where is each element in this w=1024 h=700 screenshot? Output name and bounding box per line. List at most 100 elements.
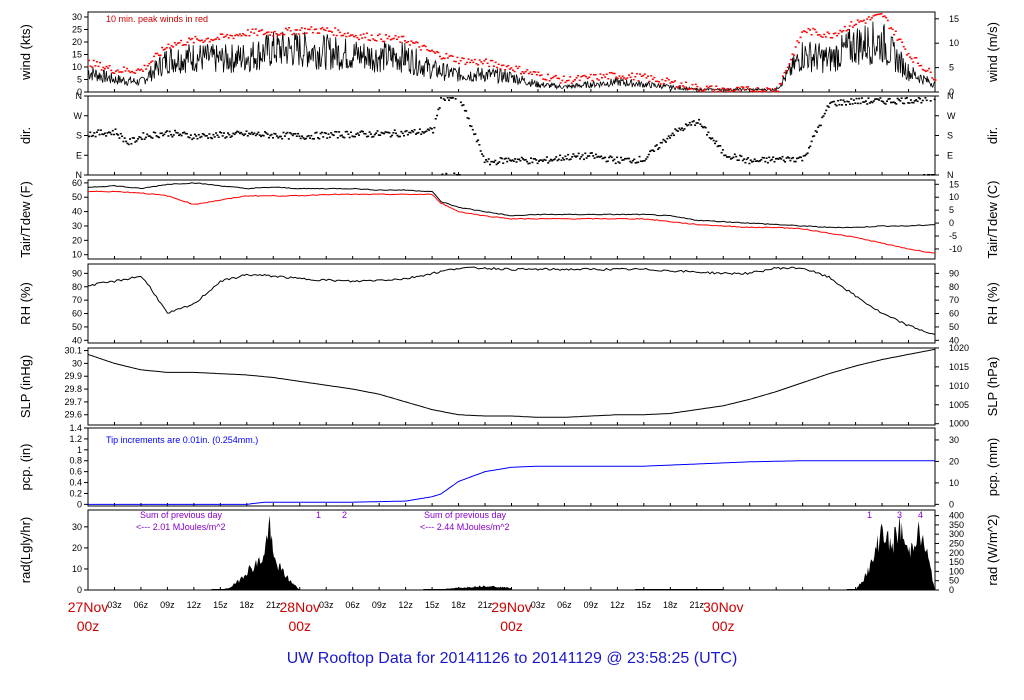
direction-point <box>776 157 779 160</box>
direction-point <box>690 124 693 126</box>
direction-point <box>306 135 309 138</box>
peak-wind-point <box>923 69 926 72</box>
peak-wind-point <box>651 78 654 80</box>
peak-wind-point <box>790 58 792 61</box>
ylabel-left-4: SLP (inHg) <box>18 355 33 418</box>
peak-wind-point <box>905 54 908 56</box>
direction-point <box>876 98 879 100</box>
direction-point <box>871 101 874 104</box>
direction-point <box>748 162 751 165</box>
peak-wind-point <box>707 87 710 89</box>
peak-wind-point <box>529 71 532 73</box>
peak-wind-point <box>116 69 119 71</box>
direction-point <box>905 97 908 99</box>
ytick-label-left-2-2: 30 <box>72 221 82 231</box>
direction-point <box>287 138 290 140</box>
direction-point <box>753 158 756 160</box>
direction-point <box>576 155 579 157</box>
peak-wind-point <box>631 72 634 74</box>
direction-point <box>614 162 617 165</box>
direction-point <box>203 133 206 136</box>
ytick-label-left-1-1: E <box>76 150 82 160</box>
peak-wind-point <box>175 44 178 46</box>
peak-wind-point <box>124 70 127 72</box>
direction-point <box>784 161 787 163</box>
direction-point <box>297 132 300 135</box>
hour-tick-label: 21z <box>690 600 705 610</box>
direction-point <box>868 102 871 104</box>
direction-point <box>581 154 584 156</box>
direction-point <box>900 97 903 99</box>
peak-wind-point <box>183 44 186 46</box>
peak-wind-point <box>219 33 222 35</box>
hour-tick-label: 12z <box>398 600 413 610</box>
peak-wind-point <box>934 79 937 81</box>
peak-wind-point <box>407 40 410 43</box>
direction-point <box>216 134 219 136</box>
direction-point <box>724 154 727 157</box>
direction-point <box>594 153 597 156</box>
peak-wind-point <box>605 73 608 75</box>
direction-point <box>740 155 743 158</box>
peak-wind-point <box>142 70 144 72</box>
peak-wind-point <box>615 76 618 78</box>
direction-point <box>342 136 345 138</box>
peak-wind-point <box>612 72 615 75</box>
peak-wind-point <box>435 51 438 53</box>
direction-point <box>567 153 570 156</box>
direction-point <box>290 133 293 135</box>
direction-point <box>903 102 906 105</box>
peak-wind-point <box>499 68 502 70</box>
peak-wind-point <box>804 30 807 33</box>
direction-point <box>808 146 810 149</box>
direction-point <box>891 101 894 104</box>
direction-point <box>371 136 374 138</box>
peak-wind-point <box>680 82 683 84</box>
peak-wind-point <box>888 27 891 30</box>
ytick-label-left-5-5: 1 <box>77 445 82 455</box>
hour-tick-label: 03z <box>319 600 334 610</box>
peak-wind-point <box>300 27 303 29</box>
direction-point <box>825 109 828 112</box>
direction-point <box>270 133 273 136</box>
direction-point <box>339 135 342 137</box>
direction-point <box>639 160 642 162</box>
direction-point <box>115 133 118 135</box>
direction-point <box>289 132 292 134</box>
peak-wind-point <box>691 83 694 86</box>
peak-wind-point <box>910 58 913 60</box>
peak-wind-point <box>780 82 783 85</box>
direction-point <box>904 97 907 100</box>
direction-point <box>265 132 268 134</box>
direction-point <box>913 100 916 102</box>
peak-wind-point <box>326 27 329 29</box>
direction-point <box>140 138 143 140</box>
ytick-label-left-2-0: 10 <box>72 250 82 260</box>
peak-wind-point <box>364 36 367 39</box>
direction-point <box>911 101 914 104</box>
direction-point <box>256 133 259 135</box>
direction-point <box>301 135 304 137</box>
peak-wind-point <box>199 40 202 42</box>
rad-marker-1: 1 <box>316 510 321 520</box>
direction-point <box>921 99 924 102</box>
direction-point <box>835 104 838 107</box>
direction-point <box>273 132 276 135</box>
peak-wind-point <box>721 87 724 89</box>
direction-point <box>608 156 611 159</box>
peak-wind-point <box>402 35 405 38</box>
direction-point <box>715 140 718 143</box>
direction-point <box>764 160 767 163</box>
peak-wind-point <box>294 29 297 31</box>
direction-point <box>430 128 433 130</box>
hour-tick-label: 21z <box>478 600 493 610</box>
direction-point <box>119 132 122 135</box>
direction-point <box>699 123 702 125</box>
peak-wind-point <box>478 59 481 61</box>
direction-point <box>261 134 264 137</box>
direction-point <box>585 157 588 159</box>
meteogram-chart: wind (kts) wind (m/s)05101520253005101510… <box>18 11 1000 634</box>
direction-point <box>362 130 364 133</box>
peak-wind-point <box>797 41 800 44</box>
direction-point <box>708 137 711 139</box>
